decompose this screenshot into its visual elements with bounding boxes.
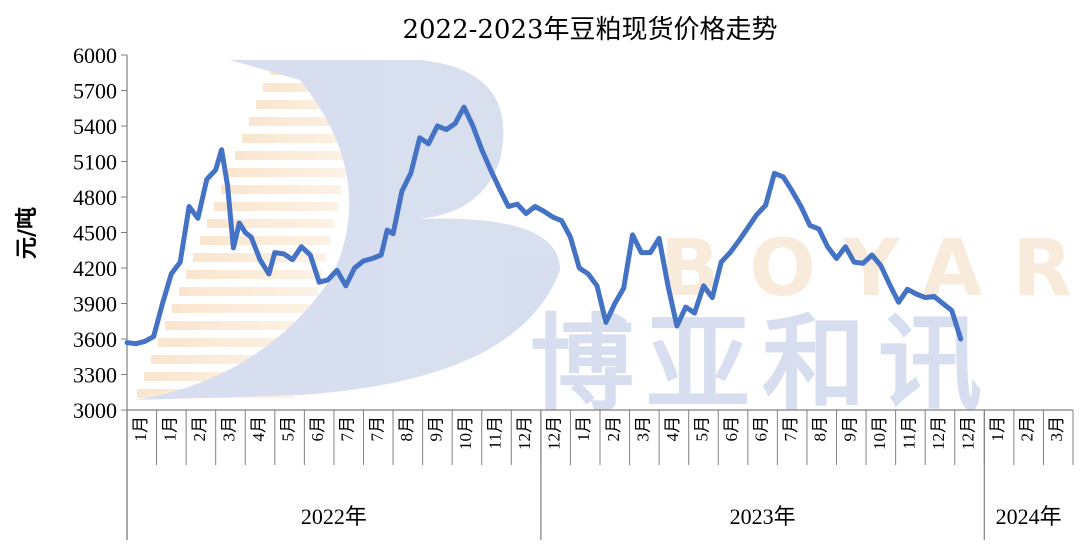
x-tick-label: 12月 (545, 416, 564, 450)
watermark-stripe (207, 219, 334, 228)
watermark-stripe (214, 202, 338, 211)
x-tick-label: 2月 (1018, 416, 1037, 442)
year-group-labels: 2022年 2023年 2024年 (126, 410, 1062, 540)
x-tick-label: 5月 (279, 416, 298, 442)
x-tick-label: 12月 (929, 416, 948, 450)
x-tick-label: 12月 (959, 416, 978, 450)
x-tick-label: 1月 (160, 416, 179, 442)
x-tick-label: 8月 (811, 416, 830, 442)
x-axis-ticks: 1月 1月 2月 3月 4月 5月 6月 7月 7月 8月 9月 10月 11月 12月 12月 1月 2月 3月… (126, 410, 1074, 465)
watermark-stripe (186, 270, 322, 279)
watermark-stripe (221, 185, 342, 194)
watermark-latin: BOYAR (660, 224, 1080, 314)
watermark-hanzi: 博亚和讯 (530, 303, 994, 425)
y-tick-label: 3600 (73, 327, 117, 352)
x-tick-label: 3月 (633, 416, 652, 442)
watermark-stripe (165, 321, 310, 330)
watermark-stripe (151, 355, 302, 364)
x-tick-label: 1月 (574, 416, 593, 442)
y-tick-label: 3900 (73, 292, 117, 317)
x-tick-label: 7月 (781, 416, 800, 442)
x-tick-label: 3月 (1047, 416, 1066, 442)
y-tick-label: 6000 (73, 43, 117, 68)
x-tick-label: 1月 (988, 416, 1007, 442)
y-tick-label: 3300 (73, 363, 117, 388)
watermark-stripe (242, 134, 354, 143)
x-tick-label: 4月 (249, 416, 268, 442)
x-tick-label: 11月 (486, 416, 505, 449)
x-tick-label: 7月 (338, 416, 357, 442)
y-tick-label: 5400 (73, 114, 117, 139)
year-label: 2022年 (301, 504, 367, 529)
series-line-soymeal-price (124, 104, 964, 347)
y-tick-label: 4200 (73, 256, 117, 281)
x-tick-label: 5月 (692, 416, 711, 442)
y-tick-label: 5100 (73, 150, 117, 175)
watermark-stripe (235, 151, 350, 160)
x-tick-label: 12月 (515, 416, 534, 450)
y-tick-label: 4500 (73, 221, 117, 246)
x-tick-label: 4月 (663, 416, 682, 442)
y-tick-label: 3000 (73, 398, 117, 423)
x-tick-label: 11月 (899, 416, 918, 449)
x-tick-label: 10月 (870, 416, 889, 450)
y-tick-label: 4800 (73, 185, 117, 210)
watermark-stripe (256, 100, 362, 109)
watermark-stripe (172, 304, 314, 313)
x-tick-label: 10月 (456, 416, 475, 450)
x-tick-label: 6月 (752, 416, 771, 442)
x-tick-label: 2月 (190, 416, 209, 442)
watermark-stripe (179, 287, 318, 296)
x-tick-label: 6月 (308, 416, 327, 442)
x-tick-label: 3月 (219, 416, 238, 442)
watermark-stripe (158, 338, 306, 347)
x-tick-label: 2月 (604, 416, 623, 442)
watermark-stripe (228, 168, 346, 177)
x-tick-label: 9月 (840, 416, 859, 442)
chart-title: 2022-2023年豆粕现货价格走势 (402, 15, 777, 45)
y-axis-ticks: 6000 5700 5400 5100 4800 4500 4200 3900 3600 3300… (73, 43, 127, 423)
y-axis-label: 元/吨 (14, 207, 40, 259)
watermark-logo-shape (135, 60, 560, 400)
boyar-watermark: BOYAR 博亚和讯 (135, 60, 1080, 425)
x-tick-label: 6月 (722, 416, 741, 442)
watermark-stripe (200, 236, 330, 245)
x-tick-label: 9月 (426, 416, 445, 442)
year-label: 2023年 (730, 504, 796, 529)
year-label: 2024年 (996, 504, 1062, 529)
y-tick-label: 5700 (73, 79, 117, 104)
x-tick-label: 1月 (131, 416, 150, 442)
watermark-stripe (249, 117, 358, 126)
x-tick-label: 8月 (397, 416, 416, 442)
x-tick-label: 7月 (367, 416, 386, 442)
